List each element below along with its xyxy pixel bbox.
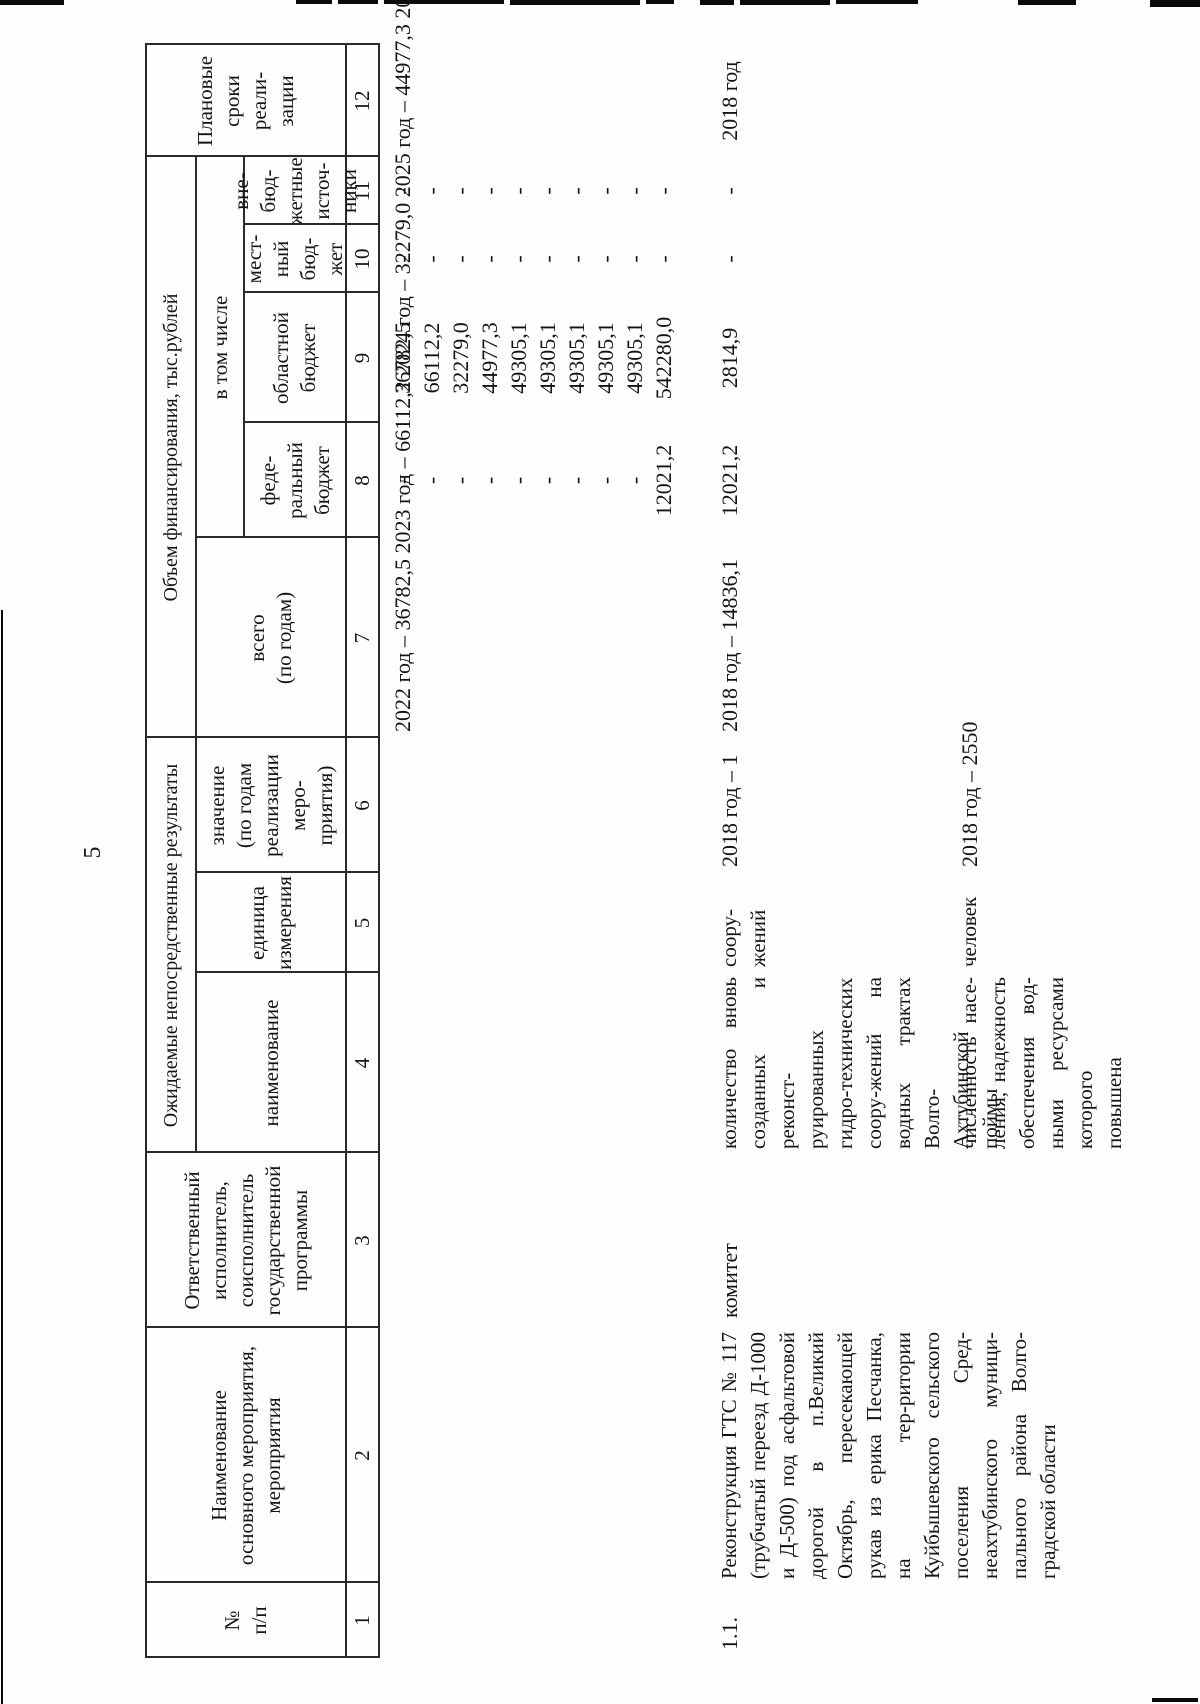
cell-result-2-name: численность насе-ления, надежность обесп… (957, 977, 1126, 1149)
scan-edge-dash (1150, 0, 1200, 7)
header-col-num: № п/п (220, 1606, 271, 1635)
scan-edge-dash (0, 0, 64, 5)
scan-edge-dash (836, 0, 918, 4)
colnum-7: 7 (350, 632, 374, 644)
cell-executor: комитет (717, 1243, 742, 1318)
colnum-2: 2 (350, 1450, 374, 1461)
scan-edge-dash (740, 0, 830, 5)
colnum-3: 3 (350, 1235, 374, 1246)
colnum-1: 1 (350, 1615, 374, 1626)
header-col-regional: областной бюджет (269, 312, 320, 404)
colnum-9: 9 (350, 352, 374, 364)
header-col-unit: единица измерения (245, 876, 296, 970)
scan-edge-dash (296, 0, 332, 4)
cell-row-number: 1.1. (717, 1617, 742, 1650)
colnum-11: 11 (350, 180, 374, 202)
grid-line (378, 43, 380, 1658)
scan-edge-dash (1152, 1698, 1198, 1702)
cell-total-by-years: 2022 год – 36782,5 2023 год – 66112,2 20… (388, 0, 417, 732)
header-col-federal: феде- ральный бюджет (255, 442, 334, 519)
cell-extra-budget: - - - - - - - - - - (390, 187, 676, 195)
header-col-name: Наименование основного мероприятия, меро… (206, 1345, 285, 1566)
cell-federal-budget: - - - - - - - - - 12021,2 (390, 444, 676, 517)
scan-edge-dash (338, 0, 378, 4)
cell-result-2-value: 2018 год – 2550 (957, 721, 982, 867)
page-number: 5 (80, 845, 106, 859)
colnum-5: 5 (350, 917, 374, 929)
cell-result-1-unit: соору- жений (717, 908, 770, 967)
header-col-result-name: наименование (258, 999, 283, 1127)
header-col-executor: Ответственный исполнитель, соисполнитель… (179, 1165, 312, 1316)
scan-edge-dash (1018, 0, 1076, 5)
colnum-10: 10 (350, 248, 374, 270)
header-col-extra: вне- бюд- жетные источ- ники (228, 157, 361, 225)
header-group-results: Ожидаемые непосредственные результаты (159, 763, 182, 1128)
header-group-financing: Объем финансирования, тыс.рублей (159, 293, 182, 602)
colnum-6: 6 (350, 800, 374, 811)
scan-edge-dash (646, 0, 674, 4)
cell-planned-period: 2018 год (717, 61, 742, 141)
header-col-value: значение (по годам реализации меро- прия… (204, 754, 337, 857)
scan-edge-dash (510, 0, 640, 5)
cell-regional-budget: 2814,9 (717, 327, 742, 389)
cell-extra-budget: - (717, 187, 742, 195)
scan-edge-line (1, 610, 3, 1704)
header-col-total: всего (по годам) (245, 591, 296, 685)
cell-federal-budget: 12021,2 (717, 444, 742, 517)
cell-total-by-years: 2018 год – 14836,1 (717, 558, 742, 732)
cell-regional-budget: 36782,5 66112,2 32279,0 44977,3 49305,1 … (390, 316, 676, 400)
cell-measure-name: Реконструкция ГТС № 117 (трубчатый перее… (717, 1332, 1060, 1579)
cell-local-budget: - (717, 255, 742, 263)
scan-edge-dash (700, 0, 734, 5)
header-col-local: мест- ный бюд- жет (242, 234, 347, 284)
cell-result-1-value: 2018 год – 1 (717, 754, 742, 867)
colnum-8: 8 (350, 475, 374, 486)
colnum-12: 12 (350, 90, 374, 112)
scan-edge-dash (384, 0, 504, 4)
cell-local-budget: - - - - - - - - - - (390, 255, 676, 263)
cell-result-2-unit: человек (957, 896, 981, 967)
header-col-period: Плановые сроки реали- зации (193, 55, 298, 147)
colnum-4: 4 (350, 1057, 374, 1069)
